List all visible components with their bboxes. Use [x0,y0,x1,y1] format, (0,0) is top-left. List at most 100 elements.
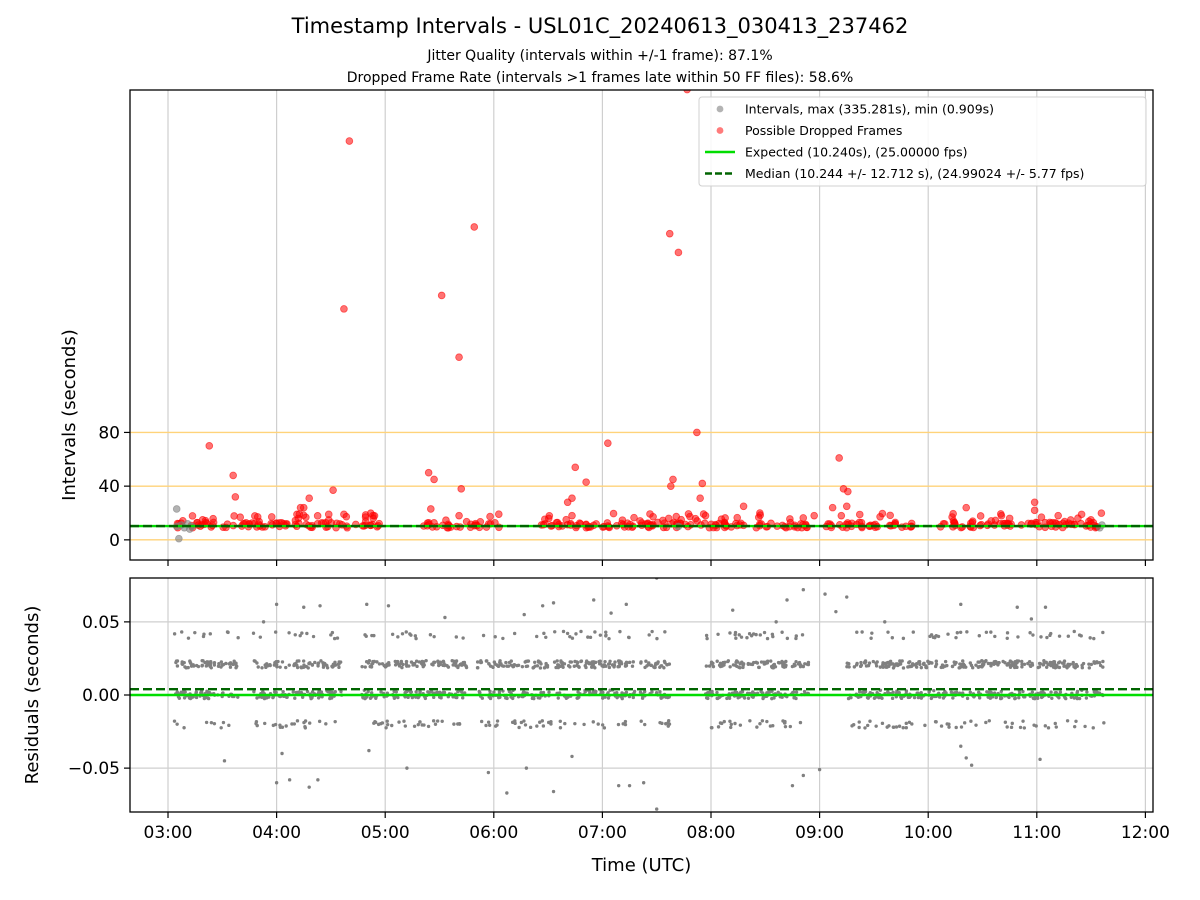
residual-point [716,632,720,636]
intervals-ytick-label: 0 [109,531,120,551]
residual-point [333,663,338,667]
residual-point [491,665,495,670]
residual-point [1084,696,1089,700]
residual-point [337,665,341,670]
residual-point [194,690,199,694]
residual-point [961,659,965,663]
residual-point [911,662,915,666]
residual-point [806,662,811,667]
residual-point [293,696,297,700]
residual-point [777,661,782,665]
residual-point [968,661,973,665]
dropped-frame-point [698,479,707,488]
residual-point [823,592,827,596]
residual-point [976,660,980,664]
residual-point [313,660,317,665]
residual-point [587,661,591,666]
residual-point [370,633,374,638]
residual-point [606,691,610,695]
dropped-frame-point [188,512,197,520]
residual-point [985,690,989,694]
residual-point [1077,633,1082,637]
residual-point [897,724,902,728]
residual-point [852,665,857,669]
residual-point [937,695,942,699]
residual-point [554,665,558,670]
residual-point [647,661,651,665]
residual-point [862,690,866,695]
dropped-frame-point [455,511,463,520]
dropped-frame-point [267,513,276,521]
residual-point [451,663,455,667]
residual-point [373,720,378,725]
residual-point [643,722,647,727]
residual-point [300,695,305,699]
residual-point [607,636,611,641]
residual-point [330,665,335,669]
residual-point [1013,660,1017,664]
residual-point [1005,631,1010,635]
dropped-frame-point [665,229,674,238]
legend-marker [716,127,724,134]
residual-point [497,690,502,694]
interval-point [175,534,183,543]
dropped-frame-point [649,513,657,521]
residual-point [993,634,997,639]
residual-point [403,724,408,728]
residual-point [615,691,619,695]
residual-point [941,696,946,700]
residual-point [407,664,411,668]
residual-point [1064,696,1068,701]
residual-point [710,725,714,730]
residual-point [1091,726,1095,730]
residual-point [287,663,291,667]
residual-point [1027,659,1032,664]
residual-point [187,696,192,700]
residual-point [965,696,970,701]
residual-point [561,662,565,666]
residual-point [1045,635,1049,640]
residual-point [869,636,873,640]
dropped-frame-point [442,516,450,524]
residual-point [726,659,730,664]
dropped-frame-point [294,514,303,523]
residual-point [874,664,879,668]
residual-point [736,660,740,664]
residual-point [733,663,738,668]
residual-point [561,629,566,634]
residual-point [587,690,592,694]
dropped-frame-point [1032,518,1040,527]
residual-point [1097,661,1102,665]
residual-point [798,720,803,725]
residual-point [731,608,735,612]
residual-point [641,781,646,785]
residual-point [659,695,663,700]
residual-point [268,662,272,667]
residual-point [462,660,467,665]
residual-point [794,659,798,664]
residual-point [236,636,240,640]
residual-point [575,660,579,664]
dropped-frame-point [430,475,438,484]
residual-point [311,634,316,639]
dropped-frame-point [1060,517,1069,526]
residual-point [711,664,716,669]
residual-point [1007,695,1011,700]
residual-point [205,689,209,694]
residual-point [412,724,417,728]
residual-point [454,664,458,668]
residual-point [437,695,442,699]
residual-point [900,659,904,663]
residual-point [1021,719,1025,723]
residual-point [273,722,278,727]
residual-point [755,725,759,729]
residual-point [658,690,662,694]
residual-point [452,722,456,726]
residual-point [620,696,624,701]
residual-point [758,722,762,726]
residual-point [875,691,879,695]
residual-point [303,726,308,730]
residual-point [1101,630,1105,635]
residual-point [974,723,978,727]
residual-point [440,719,444,723]
